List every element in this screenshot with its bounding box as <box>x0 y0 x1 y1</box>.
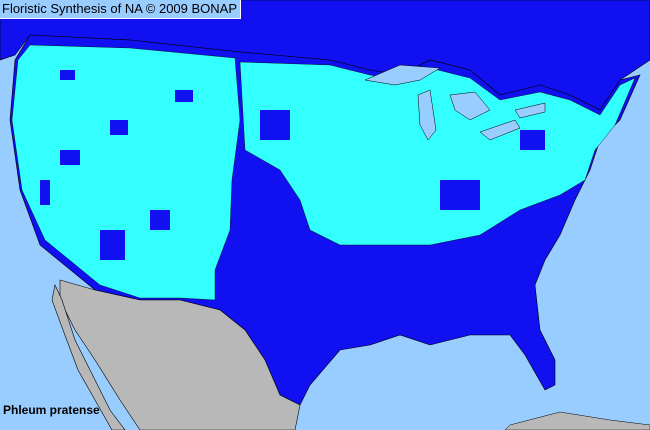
great-lakes <box>364 64 546 141</box>
mexico-region <box>59 279 301 430</box>
blue-patches <box>40 70 545 260</box>
cyan-west <box>11 44 241 301</box>
cuba <box>504 411 650 430</box>
species-label: Phleum pratense <box>3 403 100 417</box>
map-title: Floristic Synthesis of NA © 2009 BONAP <box>0 0 242 19</box>
baja-peninsula <box>51 284 126 430</box>
